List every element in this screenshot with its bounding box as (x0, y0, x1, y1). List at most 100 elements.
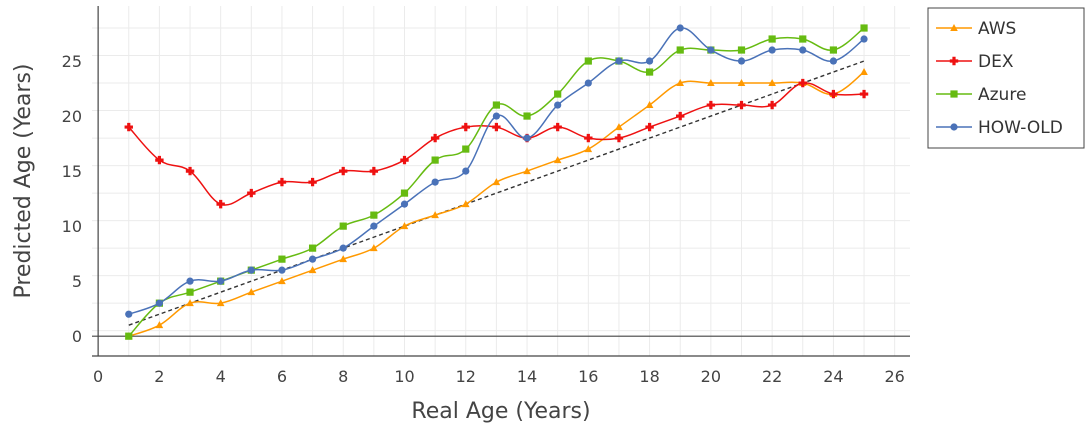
data-point-azure (860, 24, 868, 32)
x-tick-label: 20 (701, 367, 721, 386)
data-point-how-old (370, 222, 378, 230)
data-point-how-old (308, 255, 317, 263)
data-point-how-old (155, 299, 164, 307)
y-tick-label: 5 (72, 272, 82, 291)
series-how-old (125, 24, 868, 318)
data-point-dex (798, 78, 807, 88)
x-tick-label: 10 (394, 367, 414, 386)
legend[interactable]: AWS DEX Azure HOW-OLD (927, 7, 1085, 149)
data-point-dex (155, 155, 164, 165)
data-point-aws (400, 222, 409, 230)
data-point-azure (523, 112, 531, 120)
data-point-azure (768, 35, 776, 43)
data-point-azure (431, 156, 439, 164)
data-point-aws (216, 299, 225, 307)
data-point-dex (216, 199, 225, 209)
data-point-aws (584, 145, 593, 153)
data-point-how-old (860, 35, 868, 43)
data-point-dex (706, 100, 716, 110)
data-point-azure (308, 244, 317, 252)
data-point-azure (370, 211, 378, 219)
x-tick-label: 0 (93, 367, 103, 386)
y-tick-label: 10 (62, 217, 82, 236)
data-point-dex (277, 177, 287, 187)
data-point-dex (614, 133, 624, 143)
data-point-aws (523, 167, 531, 175)
x-tick-label: 2 (154, 367, 164, 386)
data-point-dex (369, 166, 379, 176)
legend-marker (950, 90, 958, 98)
legend-marker (949, 56, 959, 66)
data-point-aws (431, 211, 439, 219)
data-point-azure (186, 288, 194, 296)
data-point-azure (645, 68, 654, 76)
data-point-dex (553, 122, 562, 132)
series-layer (124, 24, 869, 340)
data-point-how-old (615, 57, 623, 65)
x-tick-label: 18 (639, 367, 659, 386)
x-axis-title: Real Age (Years) (411, 399, 590, 424)
data-point-dex (737, 100, 746, 110)
data-point-how-old (339, 244, 347, 252)
data-point-aws (370, 244, 378, 252)
data-point-azure (492, 101, 501, 109)
x-tick-label: 14 (517, 367, 537, 386)
data-point-dex (400, 155, 409, 165)
legend-item-aws[interactable]: AWS (936, 19, 1016, 39)
data-point-aws (737, 79, 746, 87)
legend-marker (950, 123, 958, 131)
x-tick-label: 26 (885, 367, 905, 386)
data-point-how-old (186, 277, 194, 285)
y-tick-label: 25 (62, 52, 82, 71)
data-point-dex (584, 133, 593, 143)
data-point-aws (676, 79, 685, 87)
data-point-how-old (676, 24, 684, 32)
data-point-aws (339, 255, 348, 263)
data-point-aws (155, 321, 164, 329)
data-point-how-old (400, 200, 409, 208)
legend-label: HOW-OLD (978, 118, 1063, 138)
data-point-aws (768, 79, 776, 87)
data-point-how-old (492, 112, 501, 120)
y-tick-label: 15 (62, 162, 82, 181)
data-point-azure (339, 222, 347, 230)
legend-item-how-old[interactable]: HOW-OLD (936, 118, 1063, 138)
data-point-how-old (247, 266, 255, 274)
legend-label: Azure (978, 85, 1026, 105)
data-point-how-old (707, 46, 715, 54)
data-point-how-old (645, 57, 654, 65)
data-point-aws (278, 277, 286, 285)
x-tick-label: 22 (762, 367, 782, 386)
data-point-how-old (278, 266, 286, 274)
data-point-dex (185, 166, 195, 176)
data-point-aws (860, 68, 868, 76)
x-tick-label: 4 (216, 367, 226, 386)
data-point-azure (676, 46, 684, 54)
x-tick-label: 16 (578, 367, 598, 386)
data-point-azure (829, 46, 838, 54)
series-aws (124, 68, 868, 340)
data-point-how-old (217, 277, 225, 285)
data-point-how-old (554, 101, 562, 109)
x-tick-label: 24 (823, 367, 843, 386)
data-point-azure (584, 57, 592, 65)
data-point-aws (553, 156, 562, 164)
legend-item-dex[interactable]: DEX (936, 52, 1014, 72)
data-point-aws (707, 79, 715, 87)
data-point-dex (492, 122, 501, 132)
data-point-how-old (431, 178, 439, 186)
legend-item-azure[interactable]: Azure (936, 85, 1026, 105)
legend-marker (950, 24, 958, 31)
data-point-dex (676, 111, 685, 121)
data-point-azure (278, 255, 286, 263)
data-point-how-old (768, 46, 776, 54)
data-point-dex (859, 89, 869, 99)
data-point-aws (308, 266, 317, 274)
data-point-aws (461, 200, 470, 208)
data-point-aws (645, 101, 654, 109)
data-point-dex (430, 133, 440, 143)
data-point-aws (615, 123, 623, 131)
x-tick-labels: 0 2 4 6 8 10 12 14 16 18 20 22 24 26 (93, 367, 905, 386)
x-tick-label: 6 (277, 367, 287, 386)
